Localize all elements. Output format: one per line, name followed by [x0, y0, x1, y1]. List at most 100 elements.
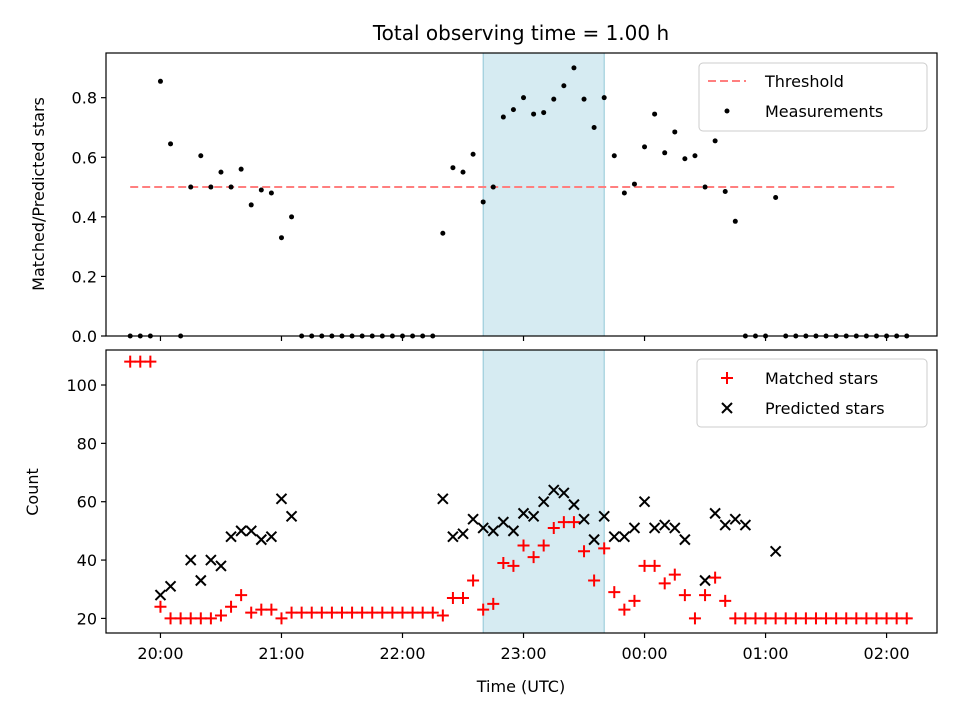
measurement-point — [591, 124, 597, 130]
measurement-point — [450, 165, 456, 171]
measurement-point — [198, 153, 204, 159]
y-axis-ticks: 0.0 0.2 0.4 0.6 0.8 — [72, 89, 106, 346]
predicted-star-marker — [457, 528, 469, 540]
chart-title: Total observing time = 1.00 h — [372, 21, 669, 45]
predicted-star-marker — [507, 525, 520, 537]
matched-star-marker — [356, 606, 369, 619]
matched-star-marker — [245, 606, 258, 619]
matched-star-marker — [436, 609, 449, 622]
legend-marker-predicted — [721, 402, 733, 414]
matched-star-marker — [729, 612, 742, 625]
matched-star-marker — [295, 606, 308, 619]
y-tick-label: 0.0 — [72, 327, 97, 346]
legend-label-predicted: Predicted stars — [765, 399, 885, 418]
matched-star-marker — [850, 612, 863, 625]
matched-star-marker — [739, 612, 752, 625]
matched-star-marker — [144, 355, 157, 368]
matched-star-marker — [759, 612, 772, 625]
measurement-point — [278, 235, 284, 241]
x-tick-label: 22:00 — [379, 644, 425, 663]
matched-star-marker — [285, 606, 298, 619]
legend: Matched stars Predicted stars — [696, 358, 928, 428]
predicted-star-marker — [568, 498, 580, 511]
measurement-point — [157, 78, 163, 84]
predicted-star-marker — [739, 519, 752, 531]
y-tick-label: 20 — [77, 609, 97, 628]
predicted-star-marker — [699, 574, 711, 587]
matched-star-marker — [618, 603, 631, 616]
predicted-star-marker — [598, 510, 610, 523]
legend-label-threshold: Threshold — [764, 72, 844, 91]
matched-star-marker — [688, 612, 701, 625]
predicted-star-marker — [658, 519, 671, 531]
predicted-star-marker — [497, 516, 510, 528]
matched-star-marker — [588, 574, 601, 587]
predicted-star-marker — [185, 554, 197, 566]
matched-star-marker — [497, 556, 510, 569]
y-tick-label: 0.4 — [72, 208, 97, 227]
predicted-star-marker — [235, 525, 247, 537]
predicted-star-marker — [719, 519, 731, 531]
measurement-point — [621, 190, 627, 196]
predicted-star-marker — [437, 493, 449, 505]
measurement-point — [258, 187, 264, 193]
y-tick-label: 0.2 — [72, 267, 97, 286]
measurement-point — [601, 95, 607, 101]
matched-star-marker — [830, 612, 843, 625]
matched-star-marker — [719, 594, 732, 607]
matched-star-marker — [900, 612, 913, 625]
legend-marker-measurements — [724, 108, 730, 114]
matched-star-marker — [386, 606, 399, 619]
matched-star-marker — [567, 516, 580, 529]
y-axis-label: Count — [23, 468, 42, 516]
matched-star-marker — [598, 542, 611, 555]
matched-star-marker — [446, 591, 459, 604]
matched-star-marker — [366, 606, 379, 619]
matched-star-marker — [628, 594, 641, 607]
measurement-point — [631, 181, 637, 187]
matched-star-marker — [809, 612, 822, 625]
matched-star-marker — [507, 559, 520, 572]
measurement-point — [268, 190, 274, 196]
matched-star-marker — [376, 606, 389, 619]
x-axis-ticks: 20:00 21:00 22:00 23:00 00:00 01:00 02:00 — [137, 633, 910, 663]
matched-star-marker — [265, 603, 278, 616]
predicted-star-marker — [447, 531, 459, 543]
y-tick-label: 100 — [66, 376, 97, 395]
predicted-star-marker — [285, 510, 298, 523]
predicted-star-marker — [648, 522, 661, 534]
matched-star-marker — [648, 559, 661, 572]
top-panel-plot: Total observing time = 1.00 h 0.00.20.40… — [29, 21, 938, 346]
predicted-star-marker — [164, 580, 177, 593]
y-axis-ticks: 20 40 60 80 100 — [66, 376, 106, 628]
matched-star-marker — [779, 612, 792, 625]
matched-star-marker — [406, 606, 419, 619]
predicted-star-marker — [537, 496, 550, 508]
matched-star-marker — [194, 612, 207, 625]
measurement-point — [460, 169, 466, 175]
matched-star-marker — [315, 606, 328, 619]
measurement-point — [188, 184, 194, 190]
x-tick-label: 01:00 — [743, 644, 789, 663]
matched-star-marker — [416, 606, 429, 619]
legend-label-measurements: Measurements — [765, 102, 883, 121]
predicted-star-marker — [195, 574, 207, 587]
matched-star-marker — [214, 609, 227, 622]
y-tick-label: 80 — [77, 434, 97, 453]
measurement-point — [521, 95, 527, 101]
matched-star-marker — [325, 606, 338, 619]
matched-star-marker — [658, 577, 671, 590]
matched-star-marker — [396, 606, 409, 619]
matched-star-marker — [709, 571, 722, 584]
plot-series — [127, 65, 910, 339]
predicted-star-marker — [154, 589, 167, 601]
matched-star-marker — [678, 589, 691, 602]
predicted-star-marker — [517, 507, 530, 520]
matched-star-marker — [477, 603, 490, 616]
measurement-point — [712, 138, 718, 144]
predicted-star-marker — [618, 531, 631, 543]
predicted-star-marker — [679, 533, 691, 546]
matched-star-marker — [820, 612, 833, 625]
matched-star-marker — [840, 612, 853, 625]
